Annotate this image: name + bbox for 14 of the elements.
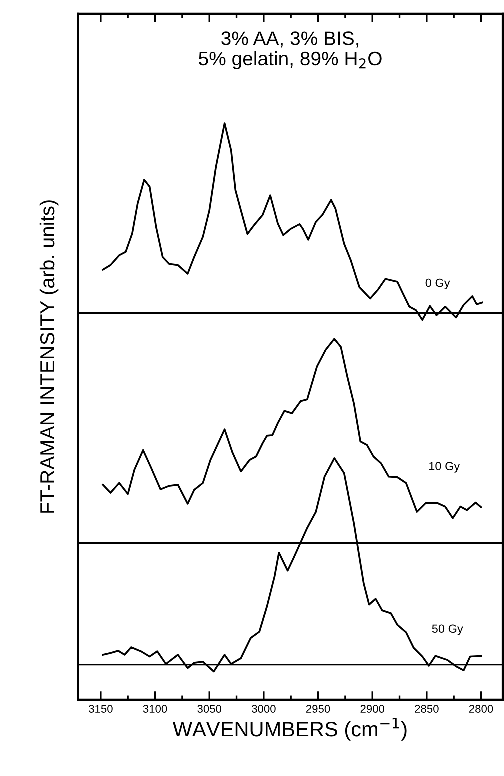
series-label: 0 Gy: [426, 278, 450, 290]
x-tick-label: 3150: [89, 705, 113, 713]
x-tick-label: 2900: [360, 705, 385, 713]
chart-title: 3% AA, 3% BIS, 5% gelatin, 89% H$_{2}$O: [199, 32, 382, 70]
x-tick-label: 3100: [143, 705, 168, 713]
x-tick-label: 3050: [198, 705, 222, 713]
x-tick-label: 2950: [306, 705, 330, 713]
x-axis-title: WAVENUMBERS (cm$^{−1}$): [172, 718, 407, 741]
y-axis-title: FT-RAMAN INTENSITY (arb. units): [40, 200, 59, 513]
x-tick-label: 3000: [252, 705, 276, 713]
text: 10 Gy: [430, 462, 460, 473]
series-label: 50 Gy: [432, 624, 464, 636]
x-tick-label: 2850: [415, 705, 439, 713]
x-tick-label: 2800: [469, 705, 494, 713]
